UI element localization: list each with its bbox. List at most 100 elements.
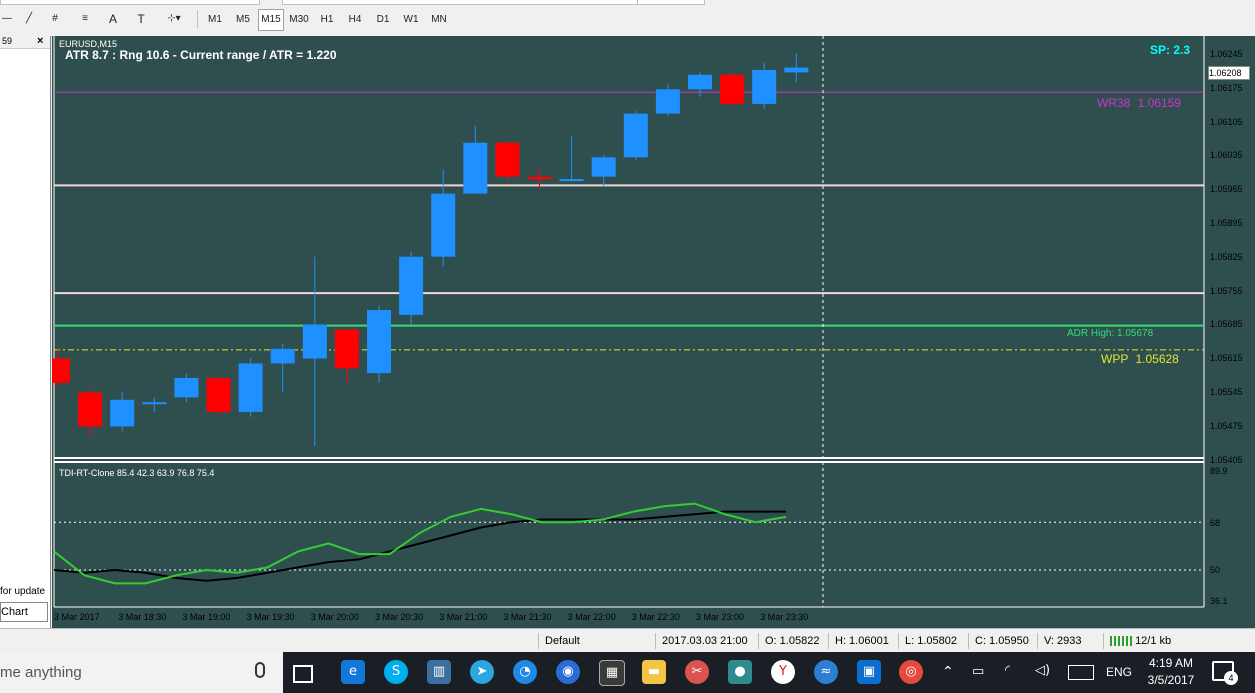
bear-candle [334,329,359,369]
arrow-tool-icon[interactable]: ⊹▾ [167,13,181,24]
bear-candle [78,392,103,427]
status-high: H: 1.06001 [828,633,901,649]
chart-symbol: EURUSD,M15 [59,39,118,49]
price-axis-label: 1.05825 [1210,251,1243,262]
bear-candle [527,176,552,180]
toolbar-strip-right [637,0,705,5]
wr38-value: 1.06159 [1137,96,1182,110]
atr-text: ATR 8.7 : Rng 10.6 - Current range / ATR… [65,48,337,62]
bull-candle [591,157,616,177]
close-icon[interactable]: × [37,35,44,47]
explorer-icon[interactable]: ▬ [642,660,666,684]
bull-candle [752,69,777,104]
timeframe-h4[interactable]: H4 [348,14,362,25]
toolbar-separator [197,10,198,28]
skype-icon[interactable]: S [384,660,408,684]
yandex-icon[interactable]: Y [771,660,795,684]
edge-icon[interactable]: e [341,660,365,684]
notification-count: 4 [1224,671,1238,685]
connection-bars-icon [1110,636,1132,647]
time-axis-label: 3 Mar 20:00 [310,612,359,622]
price-axis-label: 1.06035 [1210,150,1243,161]
timeframe-m30[interactable]: M30 [289,14,309,25]
time-axis-label: 3 Mar 21:30 [503,612,552,622]
volume-icon[interactable]: ◁) [1035,663,1051,678]
timeframe-h1[interactable]: H1 [320,14,334,25]
traffic-text: 12/1 kb [1135,635,1172,647]
timeframe-mn[interactable]: MN [431,14,447,25]
status-close: C: 1.05950 [968,633,1041,649]
text-tool-icon[interactable]: A [108,12,117,26]
navigator-panel: 59 × for update Chart [0,35,51,628]
notifications-icon[interactable]: 4 [1212,661,1238,685]
time-axis-label: 3 Mar 19:30 [246,612,295,622]
time-axis-label: 3 Mar 23:30 [760,612,809,622]
adr-high-label: ADR High: 1.05678 [1067,328,1154,339]
text-label-tool-icon[interactable]: T [137,12,145,26]
timeframe-w1[interactable]: W1 [403,14,419,25]
bull-candle [174,377,199,398]
app-icon[interactable]: ≈ [814,660,838,684]
tdi-signal-line [53,510,786,582]
cortana-search-box[interactable]: me anything [0,652,283,693]
language-indicator[interactable]: ENG [1106,665,1133,679]
wifi-icon[interactable]: ◜ [1005,663,1011,678]
chart-tab-button[interactable]: Chart [0,602,48,622]
trendline-tool-icon[interactable]: ╱ [25,13,33,24]
update-text: for update [0,586,46,597]
bull-candle [367,310,391,374]
bull-candle [463,142,488,194]
price-axis-label: 1.05685 [1210,319,1243,330]
time-axis-label: 3 Mar 23:00 [696,612,745,622]
bull-candle [559,179,584,182]
metatrader-icon[interactable]: ▥ [427,660,451,684]
time-axis-label: 3 Mar 22:30 [631,612,680,622]
status-low: L: 1.05802 [898,633,971,649]
time-axis-label: 3 Mar 22:00 [567,612,616,622]
bear-candle [495,142,520,177]
clock-date[interactable]: 3/5/2017 [1147,673,1195,687]
taskbar: me anything e S ▥ ➤ ◔ ◉ ▦ ▬ ✂ ● Y ≈ ▣ ◎ … [0,652,1255,693]
bull-candle [623,113,648,158]
telegram-icon[interactable]: ➤ [470,660,494,684]
calculator-icon[interactable]: ▦ [599,660,625,686]
price-chart[interactable] [52,36,1255,628]
clock-time[interactable]: 4:19 AM [1148,656,1194,670]
chrome-icon[interactable]: ◎ [899,660,923,684]
wpp-value: 1.05628 [1135,352,1179,366]
indicator-axis-label: 50 [1210,565,1221,575]
snipping-icon[interactable]: ✂ [685,660,709,684]
toolbar-strip-mid [282,0,639,5]
timeframe-m1[interactable]: M1 [208,14,222,25]
panel-header: 59 × [0,35,50,49]
line-tool-icon[interactable]: — [2,13,12,24]
app-icon[interactable]: ◔ [513,660,537,684]
time-axis-label: 3 Mar 20:30 [375,612,424,622]
chevron-up-icon[interactable]: ⌃ [942,664,954,680]
time-axis-label: 3 Mar 2017 [54,612,100,622]
channel-tool-icon[interactable]: # [52,13,58,24]
tdi-price-line [53,502,787,585]
indicator-title: TDI-RT-Clone 85.4 42.3 63.9 76.8 75.4 [59,468,215,478]
bear-candle [52,358,70,383]
status-volume: V: 2933 [1037,633,1106,649]
status-open: O: 1.05822 [758,633,831,649]
indicator-axis-label: 36.1 [1210,596,1228,606]
status-datetime: 2017.03.03 21:00 [655,633,762,649]
mic-icon[interactable] [255,662,265,678]
keyboard-icon[interactable] [1068,665,1094,680]
task-view-icon[interactable] [293,665,313,683]
status-profile[interactable]: Default [538,633,657,649]
fibonacci-tool-icon[interactable]: ≡ [82,13,88,24]
chart-window[interactable]: EURUSD,M15 ATR 8.7 : Rng 10.6 - Current … [52,36,1255,628]
bull-candle [302,324,327,359]
timeframe-d1[interactable]: D1 [376,14,390,25]
timeframe-m15[interactable]: M15 [258,9,284,31]
panel-header-text: 59 [2,36,13,46]
video-icon[interactable]: ● [728,660,752,684]
app-icon[interactable]: ◉ [556,660,580,684]
time-axis-label: 3 Mar 18:30 [118,612,167,622]
battery-icon[interactable]: ▭ [972,664,985,679]
app-icon[interactable]: ▣ [857,660,881,684]
timeframe-m5[interactable]: M5 [236,14,250,25]
